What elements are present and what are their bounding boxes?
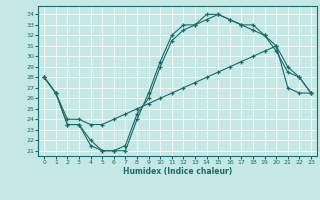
X-axis label: Humidex (Indice chaleur): Humidex (Indice chaleur) xyxy=(123,167,232,176)
